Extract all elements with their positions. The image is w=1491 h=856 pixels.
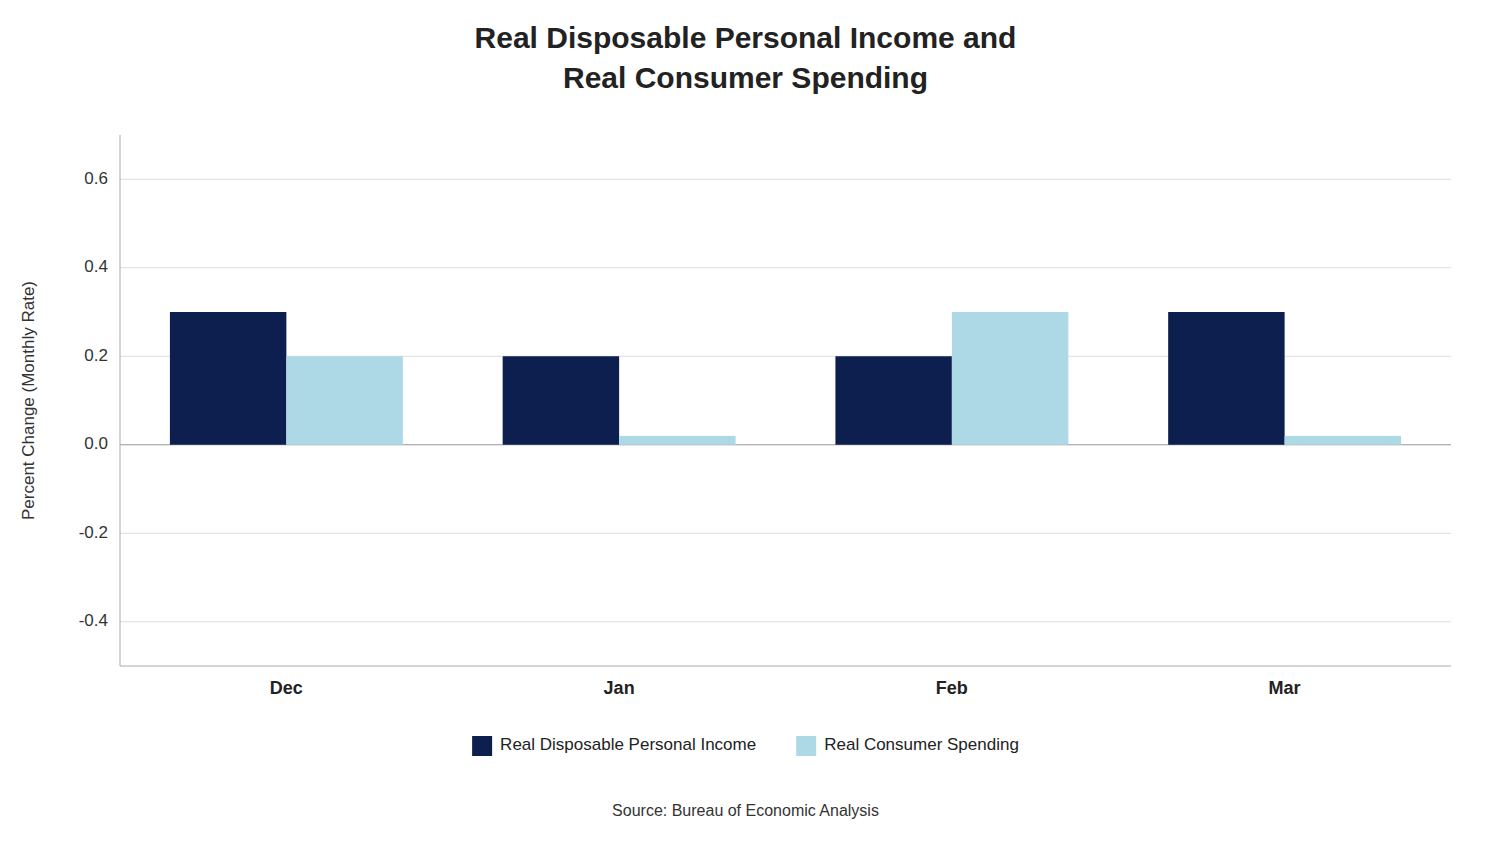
source-note: Source: Bureau of Economic Analysis (612, 802, 879, 819)
x-tick-label: Feb (936, 678, 968, 698)
x-tick-label: Jan (604, 678, 635, 698)
legend-swatch (796, 736, 816, 756)
chart-svg: Real Disposable Personal Income and Real … (0, 0, 1491, 856)
bar (619, 436, 735, 445)
title-line: Real Disposable Personal Income and (475, 21, 1017, 54)
legend-item: Real Disposable Personal Income (472, 735, 756, 756)
grid (120, 179, 1451, 622)
title-line: Real Consumer Spending (563, 61, 928, 94)
y-tick-label: -0.2 (79, 523, 108, 542)
grid-line (120, 179, 1451, 180)
y-tick-label: -0.4 (79, 611, 108, 630)
bar (835, 356, 951, 445)
bar (286, 356, 402, 445)
y-tick-label: 0.6 (84, 169, 108, 188)
x-axis-line (120, 666, 1451, 667)
legend-label: Real Disposable Personal Income (500, 735, 756, 754)
grid-line (120, 621, 1451, 622)
legend: Real Disposable Personal Income Real Cons… (472, 735, 1019, 756)
bar (1168, 312, 1284, 445)
grid-line (120, 267, 1451, 268)
bar (503, 356, 619, 445)
bars (170, 312, 1401, 445)
bar (170, 312, 286, 445)
y-tick-label: 0.0 (84, 434, 108, 453)
y-tick-label: 0.4 (84, 257, 108, 276)
grid-line (120, 533, 1451, 534)
bar (952, 312, 1068, 445)
y-tick-label: 0.2 (84, 346, 108, 365)
bar (1285, 436, 1401, 445)
x-tick-label: Dec (270, 678, 303, 698)
chart-title: Real Disposable Personal Income and Real … (475, 21, 1017, 94)
legend-label: Real Consumer Spending (824, 735, 1019, 754)
legend-item: Real Consumer Spending (796, 735, 1019, 756)
background (0, 0, 1491, 856)
y-axis-line (120, 135, 121, 666)
legend-swatch (472, 736, 492, 756)
chart-container: Real Disposable Personal Income and Real … (0, 0, 1491, 856)
y-axis-label: Percent Change (Monthly Rate) (19, 281, 38, 520)
x-tick-label: Mar (1269, 678, 1301, 698)
